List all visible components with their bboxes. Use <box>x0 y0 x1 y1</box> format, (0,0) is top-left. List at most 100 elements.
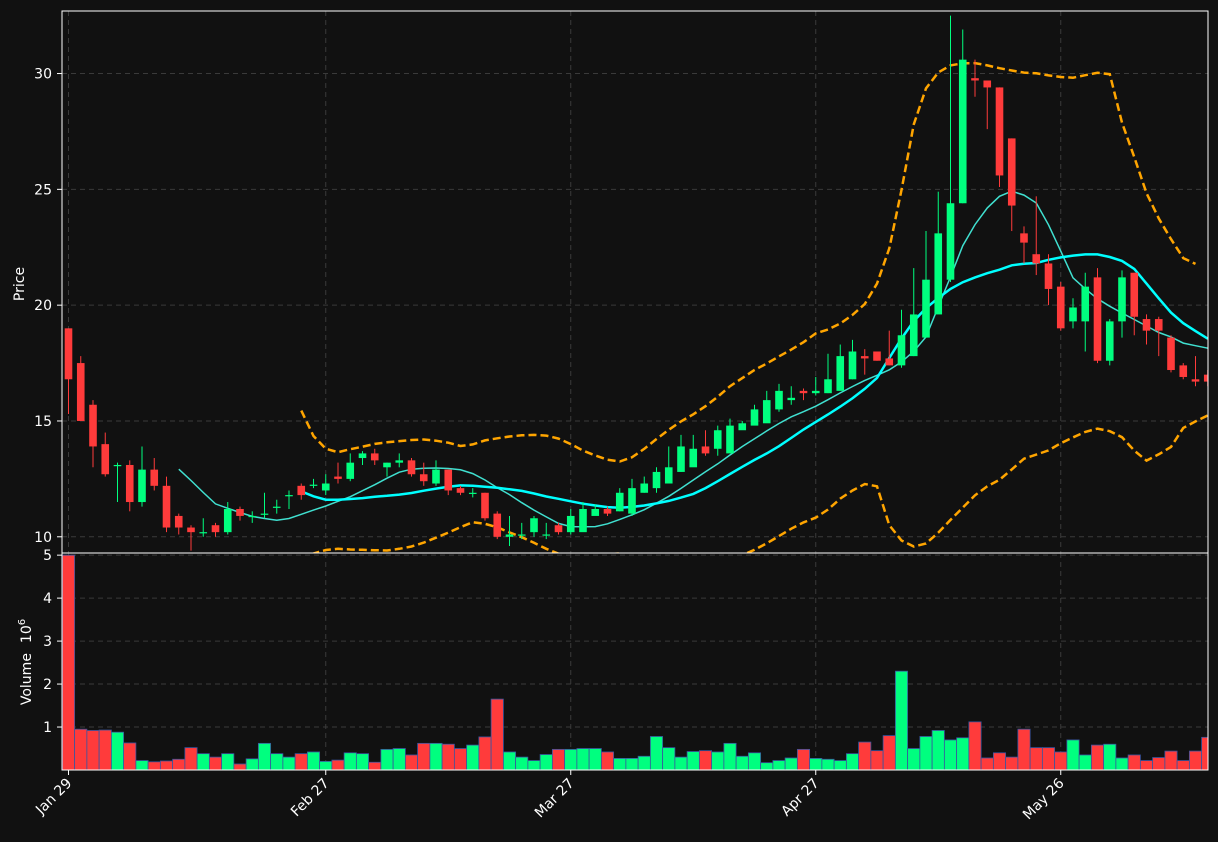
candle-body <box>1105 321 1114 361</box>
volume-bar <box>404 754 419 770</box>
volume-bar <box>1041 747 1056 770</box>
volume-bar <box>564 748 578 770</box>
candle-body <box>395 460 404 463</box>
candle-body <box>187 527 195 533</box>
volume-bar <box>1164 750 1178 770</box>
candle-body <box>419 474 428 482</box>
volume-bar <box>98 729 112 770</box>
volume-bar <box>441 743 455 770</box>
candle-body <box>1032 254 1041 264</box>
volume-bar <box>282 756 296 770</box>
volume-panel-frame <box>61 552 1209 771</box>
candle-body <box>885 358 894 366</box>
volume-bar <box>772 760 786 770</box>
volume-bar <box>110 731 125 770</box>
candle-body <box>1093 277 1102 361</box>
bollinger-bands <box>300 61 1208 553</box>
volume-bar <box>135 760 149 770</box>
volume-bars <box>62 554 1208 770</box>
candle-body <box>76 363 85 421</box>
volume-bar <box>306 751 321 770</box>
volume-bar <box>723 742 737 770</box>
candle-body <box>517 534 526 536</box>
candle-body <box>787 397 796 401</box>
candle-body <box>860 356 869 359</box>
candle-body <box>297 485 306 496</box>
candle-body <box>1020 233 1028 243</box>
candle-body <box>689 448 698 468</box>
candle-body <box>603 508 612 514</box>
volume-bar <box>1066 739 1080 770</box>
candle-body <box>554 525 563 533</box>
volume-bar <box>1029 747 1043 770</box>
volume-bar <box>1078 754 1092 770</box>
candle-body <box>150 469 159 486</box>
candle-body <box>701 446 710 454</box>
volume-bar <box>980 757 994 770</box>
volume-bar <box>845 753 860 770</box>
candle-body <box>113 464 122 467</box>
volume-bar <box>992 752 1007 770</box>
candle-body <box>934 233 943 315</box>
candle-body <box>89 404 97 447</box>
volume-bar <box>490 698 504 770</box>
volume-axis-exponent-power: 6 <box>17 619 28 625</box>
candle-body <box>848 351 857 380</box>
candle-body <box>1081 286 1090 322</box>
volume-bar <box>662 747 676 770</box>
volume-bar <box>576 748 590 770</box>
volume-bar <box>172 758 186 770</box>
candle-body <box>1142 319 1151 331</box>
volume-bar <box>649 736 664 770</box>
candle-body <box>481 492 489 519</box>
candle-body <box>162 485 171 528</box>
candle-body <box>958 59 967 204</box>
volume-bar <box>1127 754 1141 770</box>
candle-body <box>615 492 624 512</box>
candle-body <box>530 518 538 533</box>
candle-body <box>762 400 771 424</box>
candle-body <box>236 508 244 516</box>
candle-body <box>628 488 636 514</box>
candle-body <box>1056 286 1065 329</box>
candle-body <box>444 469 453 491</box>
candle-body <box>579 508 587 533</box>
volume-bar <box>478 736 492 770</box>
candle-body <box>346 462 355 479</box>
volume-bar <box>62 554 76 770</box>
candle-body <box>248 515 257 518</box>
volume-bar <box>502 751 517 770</box>
candle-body <box>1191 379 1200 382</box>
candle-body <box>897 335 906 366</box>
volume-bar <box>527 760 541 770</box>
volume-bar <box>208 756 223 770</box>
candle-body <box>775 390 783 410</box>
volume-bar <box>245 758 259 770</box>
volume-bar <box>1176 760 1190 770</box>
candle-body <box>946 203 955 280</box>
volume-bar <box>196 753 210 770</box>
candle-body <box>1007 138 1016 206</box>
volume-y-tick-label: 1 <box>43 720 52 736</box>
volume-bar <box>1005 756 1019 770</box>
candle-body <box>407 460 416 475</box>
volume-axis-exponent-base: 10 <box>19 625 35 643</box>
candle-body <box>726 425 734 454</box>
candle-body <box>1118 277 1126 322</box>
volume-bar <box>1188 750 1203 770</box>
candle-body <box>1203 374 1208 382</box>
volume-bar <box>233 763 247 770</box>
candle-body <box>652 471 661 489</box>
volume-bar <box>539 754 553 770</box>
volume-bar <box>331 759 345 770</box>
volume-bar <box>747 752 762 770</box>
candle-body <box>1069 307 1077 322</box>
volume-bar <box>711 751 725 770</box>
candle-body <box>811 390 820 394</box>
candle-body <box>272 506 281 508</box>
candle-body <box>1179 365 1188 377</box>
volume-axis-label: Volume 106 <box>17 619 35 705</box>
volume-bar <box>86 730 100 770</box>
volume-bar <box>453 748 468 770</box>
volume-bar <box>686 751 700 770</box>
